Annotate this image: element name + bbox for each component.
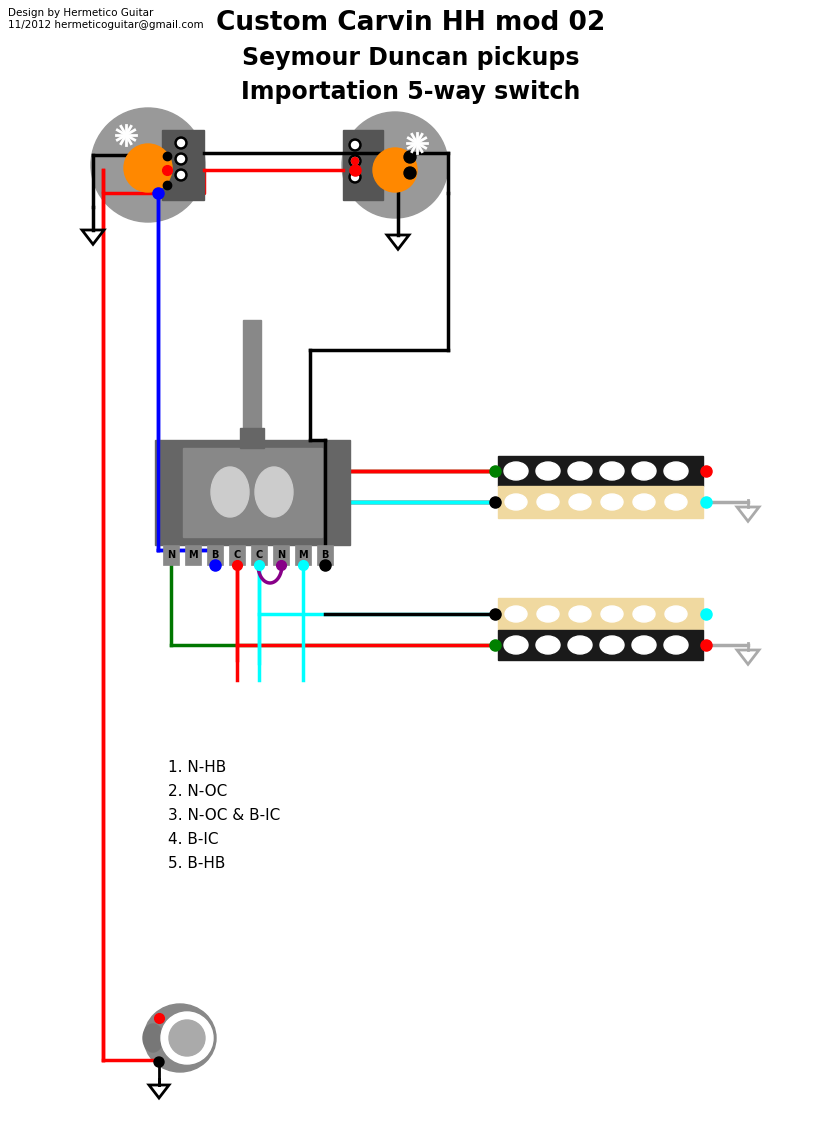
Text: 5. B-HB: 5. B-HB [168, 856, 225, 871]
Bar [240, 428, 264, 448]
Circle shape [154, 1057, 164, 1067]
Text: Importation 5-way switch: Importation 5-way switch [242, 80, 580, 103]
Bar [273, 545, 289, 565]
Text: C: C [233, 550, 241, 561]
Text: 11/2012 hermeticoguitar@gmail.com: 11/2012 hermeticoguitar@gmail.com [8, 20, 204, 30]
Text: M: M [298, 550, 307, 561]
Bar [498, 630, 703, 659]
Circle shape [178, 172, 184, 179]
Ellipse shape [633, 606, 655, 622]
Circle shape [178, 140, 184, 147]
Circle shape [373, 148, 417, 192]
Circle shape [352, 141, 358, 149]
Circle shape [352, 174, 358, 181]
Ellipse shape [504, 462, 528, 480]
Circle shape [349, 171, 361, 183]
Ellipse shape [632, 462, 656, 480]
Text: Seymour Duncan pickups: Seymour Duncan pickups [242, 45, 580, 70]
Text: C: C [256, 550, 262, 561]
Bar [498, 598, 703, 630]
Text: 4. B-IC: 4. B-IC [168, 832, 219, 847]
Ellipse shape [537, 493, 559, 511]
Ellipse shape [665, 606, 687, 622]
Ellipse shape [504, 636, 528, 654]
Ellipse shape [665, 493, 687, 511]
Circle shape [178, 156, 184, 163]
Bar [183, 448, 322, 537]
Text: Design by Hermetico Guitar: Design by Hermetico Guitar [8, 8, 154, 18]
Ellipse shape [211, 467, 249, 517]
Ellipse shape [569, 493, 591, 511]
Text: N: N [167, 550, 175, 561]
Text: 3. N-OC & B-IC: 3. N-OC & B-IC [168, 808, 280, 823]
Ellipse shape [536, 462, 560, 480]
Bar [498, 485, 703, 518]
Ellipse shape [255, 467, 293, 517]
Ellipse shape [601, 493, 623, 511]
Ellipse shape [600, 636, 624, 654]
Text: N: N [277, 550, 285, 561]
Bar [229, 545, 245, 565]
Text: M: M [188, 550, 198, 561]
Text: Custom Carvin HH mod 02: Custom Carvin HH mod 02 [216, 10, 606, 36]
Bar [498, 456, 703, 485]
Ellipse shape [536, 636, 560, 654]
Ellipse shape [600, 462, 624, 480]
Bar [343, 130, 383, 200]
Bar [243, 319, 261, 445]
Ellipse shape [569, 606, 591, 622]
Bar [317, 545, 333, 565]
Ellipse shape [632, 636, 656, 654]
Circle shape [352, 158, 358, 165]
Circle shape [175, 153, 187, 165]
Ellipse shape [568, 462, 592, 480]
Bar [295, 545, 311, 565]
Ellipse shape [601, 606, 623, 622]
Bar [162, 130, 204, 200]
Text: B: B [321, 550, 329, 561]
Text: 2. N-OC: 2. N-OC [168, 785, 227, 799]
Ellipse shape [537, 606, 559, 622]
Bar [185, 545, 201, 565]
Ellipse shape [568, 636, 592, 654]
Ellipse shape [664, 636, 688, 654]
Circle shape [404, 151, 416, 163]
Ellipse shape [144, 1004, 216, 1072]
Bar [155, 440, 350, 545]
Ellipse shape [505, 606, 527, 622]
Bar [163, 545, 179, 565]
Text: 1. N-HB: 1. N-HB [168, 760, 226, 775]
Circle shape [349, 155, 361, 167]
Circle shape [352, 158, 358, 165]
Text: B: B [211, 550, 219, 561]
Ellipse shape [143, 1024, 163, 1052]
Circle shape [175, 136, 187, 149]
Ellipse shape [664, 462, 688, 480]
Ellipse shape [633, 493, 655, 511]
Bar [251, 545, 267, 565]
Circle shape [161, 1012, 213, 1064]
Circle shape [349, 139, 361, 151]
Circle shape [91, 108, 205, 222]
Circle shape [124, 144, 172, 192]
Circle shape [404, 167, 416, 179]
Bar [207, 545, 223, 565]
Circle shape [169, 1020, 205, 1056]
Circle shape [175, 169, 187, 181]
Ellipse shape [505, 493, 527, 511]
Circle shape [342, 113, 448, 218]
